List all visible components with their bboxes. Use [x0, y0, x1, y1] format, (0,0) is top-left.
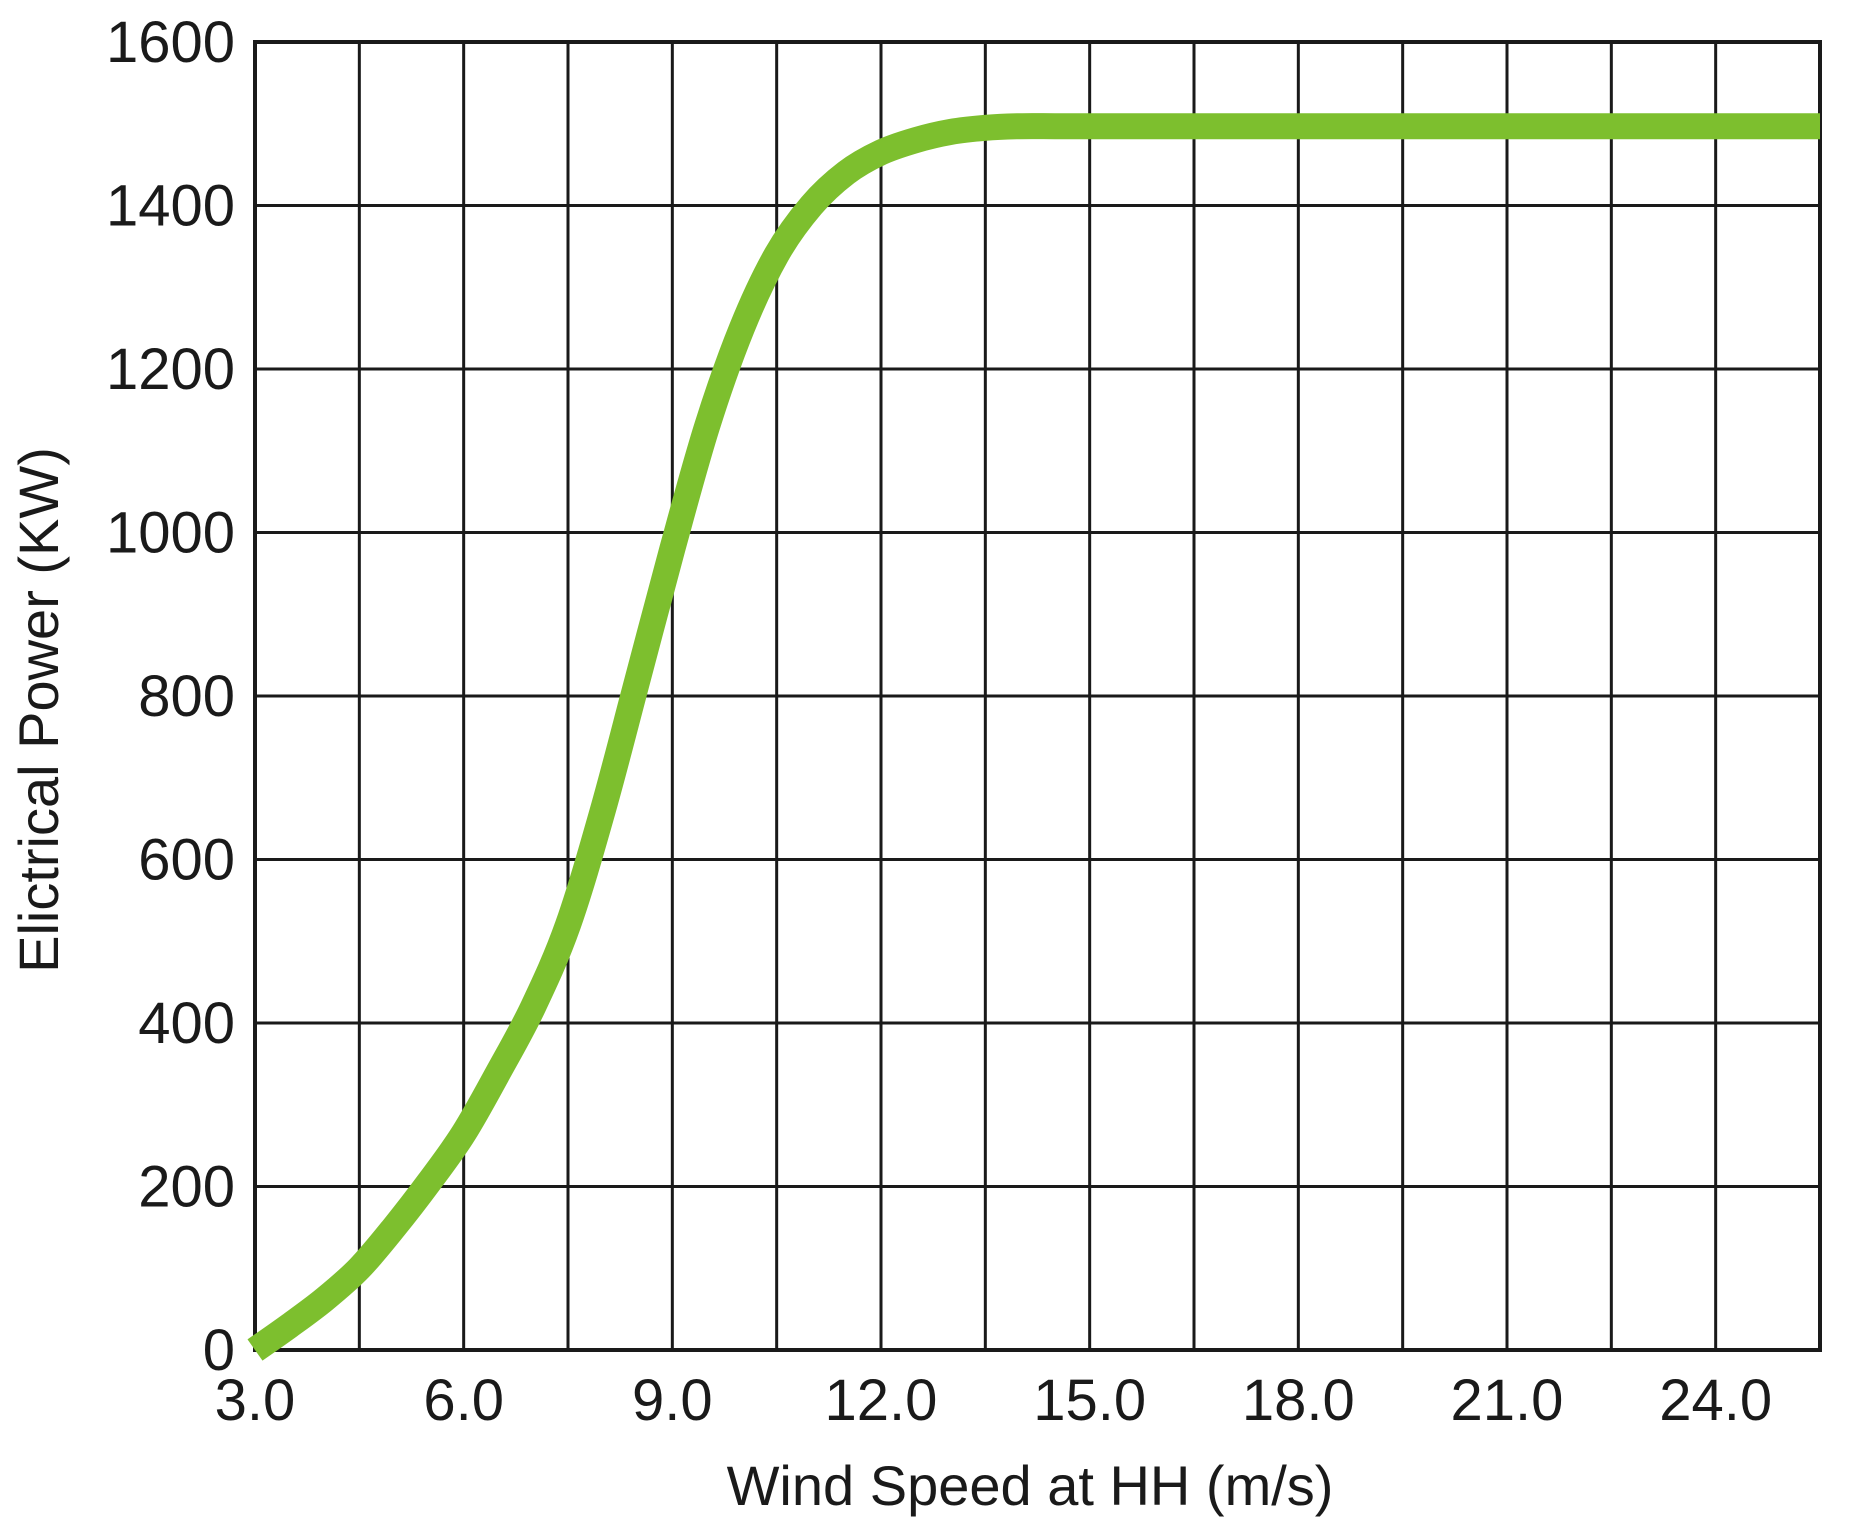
y-tick-label: 1600 — [106, 10, 235, 75]
y-tick-label: 1400 — [106, 174, 235, 239]
y-tick-label: 400 — [138, 991, 235, 1056]
x-tick-label: 24.0 — [1659, 1368, 1772, 1433]
x-axis-title: Wind Speed at HH (m/s) — [727, 1454, 1334, 1517]
x-axis-ticks: 3.0 6.0 9.0 12.0 15.0 18.0 21.0 24.0 — [215, 1368, 1772, 1433]
y-tick-label: 0 — [203, 1318, 235, 1383]
y-axis-ticks: 0 200 400 600 800 1000 1200 1400 1600 — [106, 10, 235, 1383]
y-tick-label: 800 — [138, 664, 235, 729]
plot-border — [253, 40, 1822, 1352]
y-tick-label: 1200 — [106, 337, 235, 402]
grid — [253, 40, 1822, 1352]
x-tick-label: 18.0 — [1242, 1368, 1355, 1433]
x-tick-label: 9.0 — [632, 1368, 713, 1433]
plot-frame — [253, 40, 1822, 1352]
series-layer — [247, 113, 1820, 1361]
y-tick-label: 1000 — [106, 501, 235, 566]
power-curve-line — [247, 113, 1820, 1361]
x-tick-label: 6.0 — [423, 1368, 504, 1433]
y-axis-title: Elictrical Power (KW) — [7, 447, 70, 973]
x-tick-label: 15.0 — [1033, 1368, 1146, 1433]
x-tick-label: 12.0 — [825, 1368, 938, 1433]
y-tick-label: 600 — [138, 828, 235, 893]
y-tick-label: 200 — [138, 1155, 235, 1220]
x-tick-label: 3.0 — [215, 1368, 296, 1433]
x-tick-label: 21.0 — [1451, 1368, 1564, 1433]
